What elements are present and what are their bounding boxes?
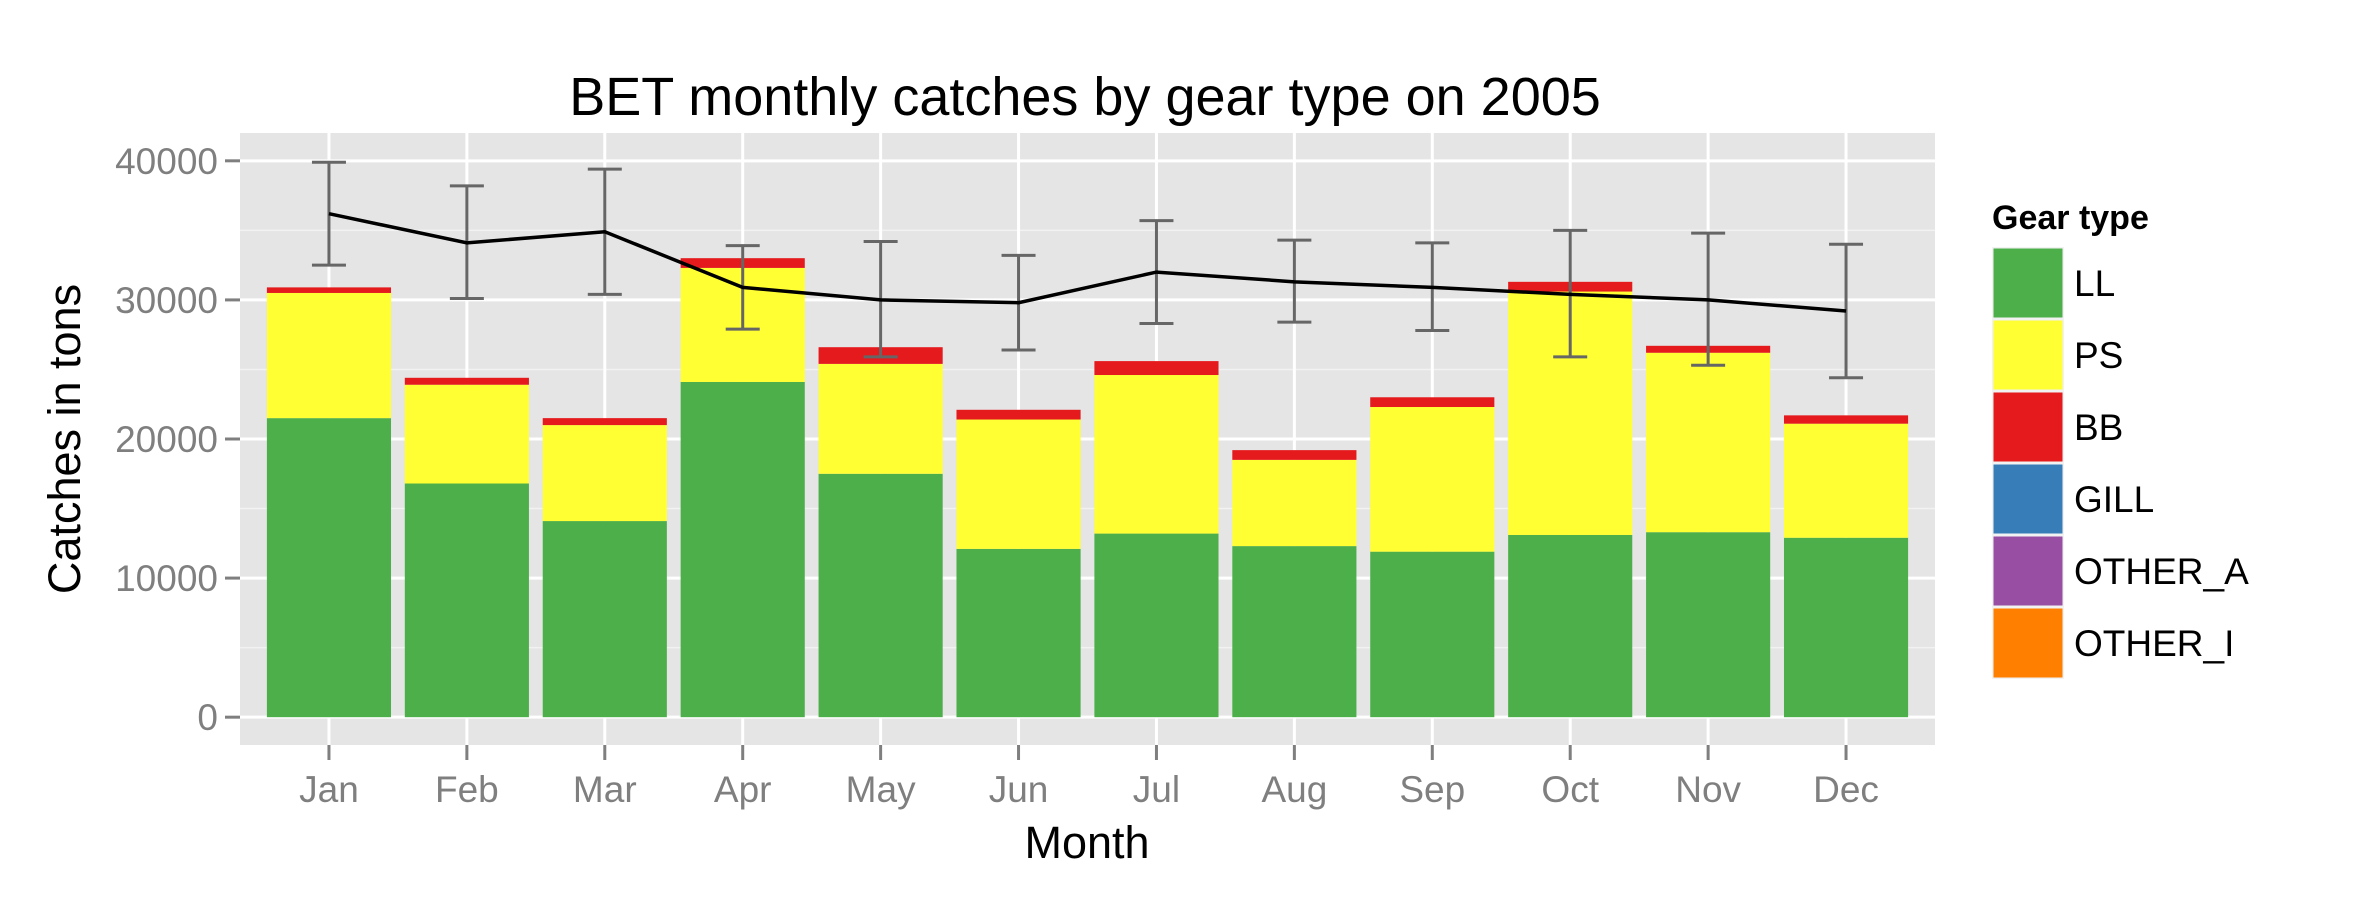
legend-label: BB: [2074, 407, 2123, 448]
bar-ps-jan: [266, 292, 392, 419]
x-tick-label: Jul: [1133, 769, 1180, 810]
legend-label: PS: [2074, 335, 2123, 376]
y-axis-title: Catches in tons: [39, 284, 90, 594]
legend-item-ll: LL: [1992, 247, 2115, 319]
x-tick-label: Oct: [1541, 769, 1599, 810]
legend-key: [1993, 464, 2063, 534]
legend-label: GILL: [2074, 479, 2154, 520]
legend-label: OTHER_A: [2074, 551, 2249, 592]
x-tick-label: Nov: [1675, 769, 1741, 810]
x-tick-label: May: [846, 769, 916, 810]
y-tick-label: 0: [197, 697, 218, 738]
bar-ll-dec: [1783, 537, 1909, 718]
bar-bb-aug: [1232, 450, 1357, 460]
bar-ll-jun: [956, 548, 1081, 718]
bar-ll-sep: [1370, 551, 1495, 718]
bar-ps-may: [818, 363, 943, 474]
y-axis: 0 10000 20000 30000 40000: [115, 141, 240, 738]
x-tick-label: Aug: [1261, 769, 1327, 810]
bar-bb-mar: [542, 418, 667, 426]
legend-item-other-a: OTHER_A: [1992, 535, 2249, 607]
legend-key: [1993, 608, 2063, 678]
x-tick-label: Mar: [573, 769, 637, 810]
bar-ll-jan: [266, 418, 392, 718]
legend-key: [1993, 248, 2063, 318]
x-tick-label: Apr: [714, 769, 772, 810]
x-axis-title: Month: [1024, 817, 1149, 868]
legend-title: Gear type: [1992, 199, 2149, 237]
y-tick-label: 20000: [115, 419, 218, 460]
bar-bb-sep: [1370, 397, 1495, 408]
x-tick-label: Jan: [299, 769, 359, 810]
legend-item-ps: PS: [1992, 319, 2123, 391]
legend-item-other-i: OTHER_I: [1992, 607, 2234, 679]
bar-bb-jun: [956, 409, 1081, 420]
bar-ll-may: [818, 473, 943, 718]
bar-ll-aug: [1232, 546, 1357, 718]
legend-item-bb: BB: [1992, 391, 2123, 463]
x-axis: Jan Feb Mar Apr May Jun Jul Aug Sep Oct Nov Dec: [299, 745, 1879, 810]
bar-bb-dec: [1783, 415, 1909, 424]
legend-label: LL: [2074, 263, 2115, 304]
bars-group: [266, 258, 1909, 718]
bar-ll-feb: [404, 483, 529, 718]
bar-bb-jan: [266, 287, 392, 293]
y-tick-label: 40000: [115, 141, 218, 182]
bar-ll-jul: [1094, 533, 1219, 718]
line-and-errorbars: [311, 160, 1864, 380]
bar-ll-mar: [542, 521, 667, 718]
legend-key: [1993, 536, 2063, 606]
x-tick-label: Jun: [989, 769, 1049, 810]
y-tick-label: 30000: [115, 280, 218, 321]
bar-ps-jun: [956, 419, 1081, 549]
x-tick-label: Dec: [1813, 769, 1879, 810]
mean-line: [328, 211, 1847, 313]
legend-item-gill: GILL: [1992, 463, 2154, 535]
x-tick-label: Feb: [435, 769, 499, 810]
x-tick-label: Sep: [1399, 769, 1465, 810]
bar-ps-mar: [542, 425, 667, 522]
legend: Gear type LL PS BB GILL OTHER_A OTHER_I: [1992, 199, 2249, 679]
bar-ps-sep: [1370, 407, 1495, 552]
bar-ll-oct: [1508, 534, 1633, 718]
y-tick-label: 10000: [115, 558, 218, 599]
bar-ll-nov: [1646, 532, 1771, 718]
legend-key: [1993, 320, 2063, 390]
bar-ps-jul: [1094, 375, 1219, 534]
bar-ps-nov: [1646, 352, 1771, 533]
bar-ps-aug: [1232, 459, 1357, 547]
bar-bb-jul: [1094, 361, 1219, 376]
bar-ll-apr: [680, 381, 805, 718]
legend-key: [1993, 392, 2063, 462]
bar-bb-feb: [404, 377, 529, 385]
chart-title: BET monthly catches by gear type on 2005: [569, 67, 1601, 127]
bar-ps-feb: [404, 384, 529, 484]
legend-label: OTHER_I: [2074, 623, 2234, 664]
bar-ps-dec: [1783, 423, 1909, 538]
